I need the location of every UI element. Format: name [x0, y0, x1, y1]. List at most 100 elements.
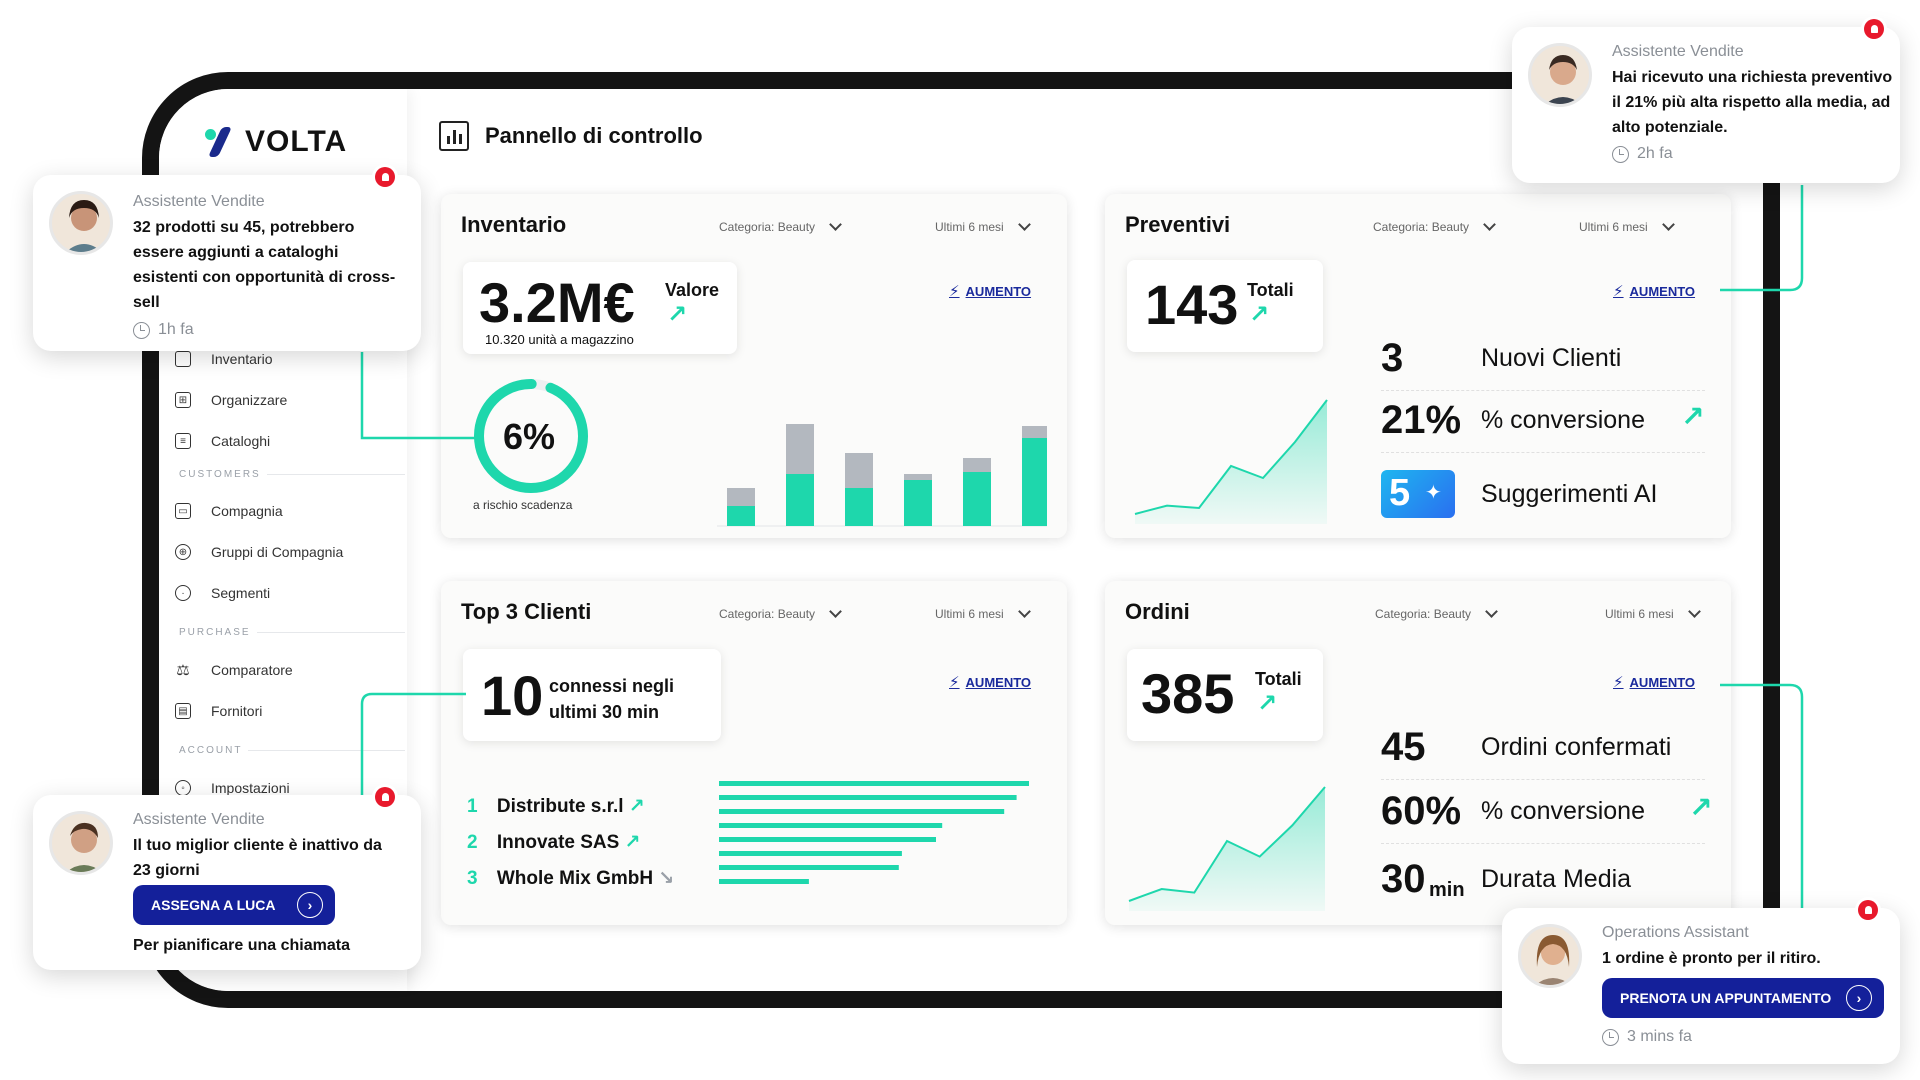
horizontal-bar — [719, 837, 936, 842]
arrow-down-icon: ↘ — [658, 868, 675, 889]
aumento-link[interactable]: ⚡ AUMENTO — [949, 283, 1032, 300]
notification-time: 2h fa — [1612, 145, 1673, 163]
arrow-up-icon: ↗ — [624, 832, 641, 853]
notification-time: 3 mins fa — [1602, 1028, 1692, 1046]
aumento-link[interactable]: ⚡ AUMENTO — [1613, 283, 1696, 300]
sidebar-item-compagnia[interactable]: ▭ Compagnia — [175, 503, 283, 519]
sidebar-item-label: Compagnia — [211, 503, 283, 519]
supplier-icon: ▤ — [175, 703, 191, 719]
brand-logo[interactable]: VOLTA — [205, 125, 347, 159]
horizontal-bar — [719, 851, 902, 856]
box-icon — [175, 351, 191, 367]
chevron-down-icon — [1017, 218, 1031, 231]
new-clients-num: 3 — [1381, 336, 1404, 380]
bar-secondary — [1022, 426, 1047, 438]
sidebar-item-label: Fornitori — [211, 703, 263, 719]
brand-name: VOLTA — [245, 125, 348, 158]
notification-quote-request[interactable]: Assistente Vendite Hai ricevuto una rich… — [1512, 19, 1900, 183]
book-appointment-button[interactable]: PRENOTA UN APPUNTAMENTO › — [1602, 978, 1884, 1018]
category-filter[interactable]: Categoria: Beauty — [1375, 605, 1498, 621]
sidebar-item-cataloghi[interactable]: ≡ Cataloghi — [175, 433, 270, 449]
chevron-down-icon — [829, 218, 842, 231]
total-stat: 143 Totali ↗ — [1127, 260, 1323, 352]
period-filter[interactable]: Ultimi 6 mesi — [1579, 218, 1675, 234]
units-label: 10.320 unità a magazzino — [485, 332, 634, 347]
card-title: Preventivi — [1125, 212, 1231, 237]
horizontal-bar — [719, 809, 1005, 814]
avatar — [49, 811, 113, 875]
sidebar-item-gruppi-di-compagnia[interactable]: ⊕ Gruppi di Compagnia — [175, 544, 343, 560]
client-row[interactable]: 3 Whole Mix GmbH ↘ — [467, 868, 675, 889]
scale-icon: ⚖ — [176, 662, 190, 679]
total-value: 143 — [1145, 273, 1239, 336]
client-row[interactable]: 1 Distribute s.r.l ↗ — [467, 796, 645, 817]
chevron-down-icon — [1661, 218, 1675, 231]
notification-sender: Operations Assistant — [1602, 924, 1749, 941]
category-filter[interactable]: Categoria: Beauty — [719, 218, 842, 234]
value-stat: 3.2M€ Valore ↗ 10.320 unità a magazzino — [463, 262, 737, 354]
horizontal-bar — [719, 879, 809, 884]
aumento-link[interactable]: ⚡ AUMENTO — [949, 674, 1032, 691]
sidebar-item-segmenti[interactable]: · Segmenti — [175, 585, 270, 601]
period-filter[interactable]: Ultimi 6 mesi — [1605, 605, 1701, 621]
bar-secondary — [727, 488, 755, 506]
sidebar-item-label: Segmenti — [211, 585, 271, 601]
confirmed-orders-label: Ordini confermati — [1481, 733, 1672, 761]
card-title: Inventario — [461, 212, 567, 237]
sidebar-item-organizzare[interactable]: ⊞ Organizzare — [175, 392, 287, 408]
notification-sender: Assistente Vendite — [1612, 43, 1744, 60]
catalog-icon: ≡ — [175, 433, 191, 449]
horizontal-bar — [719, 795, 1017, 800]
category-filter[interactable]: Categoria: Beauty — [1373, 218, 1496, 234]
magic-wand-icon: ⚡ — [949, 283, 960, 300]
notification-sender: Assistente Vendite — [133, 811, 265, 828]
notification-bell-icon — [1858, 900, 1878, 920]
notification-bell-icon — [375, 787, 395, 807]
total-label: Totali — [1255, 669, 1302, 689]
sidebar-section-account: ACCOUNT — [179, 745, 405, 756]
connected-label: connessi negli ultimi 30 min — [549, 676, 675, 722]
area-fill — [1135, 400, 1327, 524]
notification-message: Il tuo miglior cliente è inattivo da 23 … — [133, 837, 382, 879]
sidebar-item-label: Inventario — [211, 351, 273, 367]
magic-wand-icon: ⚡ — [1613, 674, 1624, 691]
notification-inactive-client[interactable]: Assistente Vendite Il tuo miglior client… — [33, 787, 421, 970]
arrow-up-icon: ↗ — [1681, 401, 1705, 432]
chevron-down-icon — [1485, 605, 1498, 618]
total-stat: 385 Totali ↗ — [1127, 649, 1323, 741]
aumento-link[interactable]: ⚡ AUMENTO — [1613, 674, 1696, 691]
volta-logo-icon — [205, 127, 235, 157]
chevron-down-icon — [1483, 218, 1496, 231]
notification-cross-sell[interactable]: Assistente Vendite 32 prodotti su 45, po… — [33, 167, 421, 351]
ai-suggestions-label: Suggerimenti AI — [1481, 480, 1658, 508]
assign-button[interactable]: ASSEGNA A LUCA › — [133, 885, 335, 925]
clients-horizontal-bar-chart — [719, 781, 1029, 884]
chevron-down-icon — [1687, 605, 1701, 618]
ai-suggestions-badge[interactable]: 5 ✦ — [1381, 470, 1455, 518]
page-title: Pannello di controllo — [485, 123, 703, 148]
avg-duration-num: 30 — [1381, 857, 1426, 901]
magic-wand-icon: ⚡ — [949, 674, 960, 691]
connected-value: 10 — [481, 664, 544, 727]
sidebar-section-purchase: PURCHASE — [179, 627, 405, 638]
client-row[interactable]: 2 Innovate SAS ↗ — [467, 832, 641, 853]
ordini-area-chart — [1128, 786, 1326, 911]
avg-duration-unit: min — [1429, 879, 1465, 901]
sidebar-item-label: Impostazioni — [211, 780, 290, 796]
period-filter[interactable]: Ultimi 6 mesi — [935, 218, 1031, 234]
bar-primary — [786, 474, 814, 526]
magic-wand-icon: ⚡ — [1613, 283, 1624, 300]
building-icon: ▭ — [175, 503, 191, 519]
inventory-bar-chart — [717, 424, 1047, 527]
area-fill — [1129, 787, 1325, 911]
chevron-down-icon — [1017, 605, 1031, 618]
sidebar-item-comparatore[interactable]: ⚖ Comparatore — [175, 662, 292, 679]
sidebar-item-impostazioni[interactable]: ◦ Impostazioni — [175, 780, 290, 796]
period-filter[interactable]: Ultimi 6 mesi — [935, 605, 1031, 621]
arrow-up-icon: ↗ — [1689, 792, 1713, 823]
category-filter[interactable]: Categoria: Beauty — [719, 605, 842, 621]
sidebar-item-inventario[interactable]: Inventario — [175, 351, 272, 367]
sidebar-section-customers: CUSTOMERS — [179, 469, 405, 480]
notification-order-ready[interactable]: Operations Assistant 1 ordine è pronto p… — [1502, 900, 1900, 1064]
sidebar-item-fornitori[interactable]: ▤ Fornitori — [175, 703, 262, 719]
